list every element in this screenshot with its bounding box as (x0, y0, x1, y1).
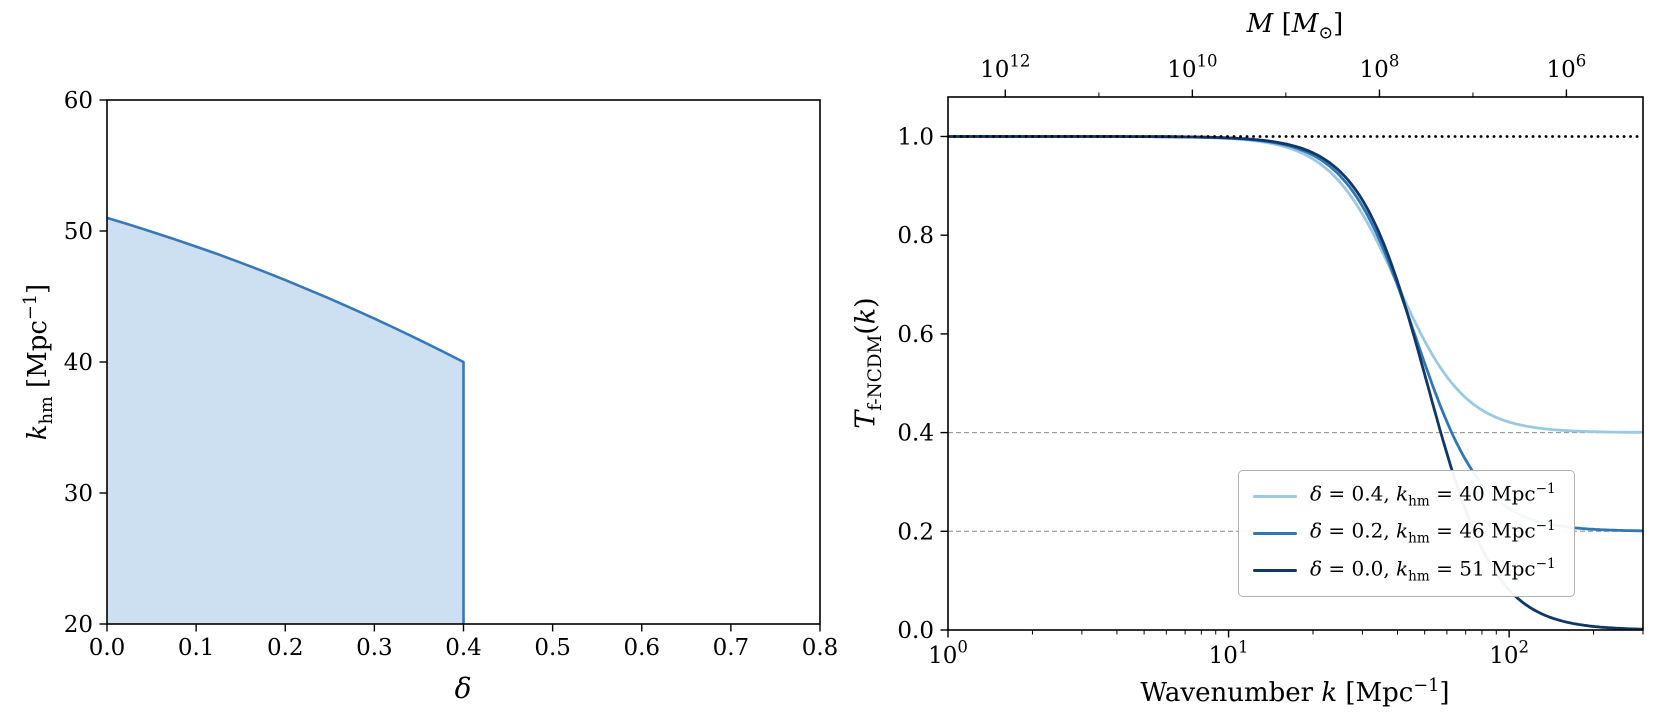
left-x-tick-label: 0.5 (534, 635, 571, 661)
left-x-tick-label: 0.2 (267, 635, 304, 661)
right-y-tick-label: 1.0 (897, 124, 934, 150)
mass-tick-label: 1010 (1167, 52, 1217, 83)
transfer-curve-delta-0.4 (948, 135, 1643, 434)
legend-label: δ = 0.4, khm = 40 Mpc−1 (1310, 481, 1556, 510)
legend-entry: δ = 0.4, khm = 40 Mpc−1 (1253, 481, 1556, 510)
left-x-tick-label: 0.1 (178, 635, 215, 661)
tick-label-base: 10 (1209, 643, 1238, 669)
left-x-tick-label: 0.0 (89, 635, 126, 661)
legend-entry: δ = 0.2, khm = 46 Mpc−1 (1253, 518, 1556, 547)
legend-entry: δ = 0.0, khm = 51 Mpc−1 (1253, 555, 1556, 585)
right-x-tick-label: 102 (1489, 638, 1529, 669)
mass-tick-label: 106 (1546, 52, 1586, 83)
legend-line-swatch (1253, 531, 1297, 535)
tick-label-superscript: 6 (1576, 52, 1587, 71)
right-x-tick-label: 101 (1209, 638, 1249, 669)
left-xaxis-label: δ (454, 672, 472, 705)
left-x-tick-label: 0.6 (623, 635, 660, 661)
left-y-tick-label: 20 (64, 612, 93, 638)
right-y-tick-label: 0.0 (897, 618, 934, 644)
right-x-tick-label: 100 (928, 638, 968, 669)
left-x-tick-label: 0.7 (713, 635, 750, 661)
legend-label: δ = 0.2, khm = 46 Mpc−1 (1310, 518, 1556, 547)
left-x-tick-label: 0.8 (802, 635, 839, 661)
mass-tick-label: 1012 (980, 52, 1030, 83)
left-x-tick-label: 0.4 (445, 635, 482, 661)
right-plot-frame (947, 96, 1644, 631)
left-x-tick-label: 0.3 (356, 635, 393, 661)
right-y-tick-label: 0.6 (897, 322, 934, 348)
right-y-tick-label: 0.8 (897, 223, 934, 249)
right-xaxis-label: Wavenumber k [Mpc−1] (1140, 676, 1450, 708)
tick-label-superscript: 2 (1519, 638, 1530, 657)
legend-line-swatch (1253, 494, 1297, 498)
tick-label-base: 10 (1546, 57, 1575, 83)
right-yaxis-label: Tf-NCDM(k) (850, 297, 887, 429)
right-y-tick-label: 0.2 (897, 519, 934, 545)
left-y-tick-label: 50 (64, 219, 93, 245)
boundary-curve (106, 216, 465, 624)
left-y-tick-label: 40 (64, 350, 93, 376)
tick-label-superscript: 1 (1238, 638, 1249, 657)
tick-label-base: 10 (980, 57, 1009, 83)
legend-label: δ = 0.0, khm = 51 Mpc−1 (1310, 555, 1556, 585)
left-yaxis-label: khm [Mpc−1] (21, 283, 58, 441)
tick-label-base: 10 (928, 643, 957, 669)
left-y-tick-label: 60 (64, 88, 93, 114)
tick-label-superscript: 8 (1389, 52, 1400, 71)
right-y-tick-label: 0.4 (897, 421, 934, 447)
tick-label-base: 10 (1167, 57, 1196, 83)
tick-label-superscript: 0 (957, 638, 968, 657)
tick-label-base: 10 (1360, 57, 1389, 83)
tick-label-superscript: 10 (1196, 52, 1217, 71)
tick-label-base: 10 (1489, 643, 1518, 669)
tick-label-superscript: 12 (1009, 52, 1030, 71)
legend-line-swatch (1253, 569, 1297, 573)
legend: δ = 0.4, khm = 40 Mpc−1 δ = 0.2, khm = 46… (1238, 470, 1575, 597)
mass-axis-label: M [M⊙] (1246, 9, 1344, 44)
mass-tick-label: 108 (1360, 52, 1400, 83)
left-y-tick-label: 30 (64, 481, 93, 507)
